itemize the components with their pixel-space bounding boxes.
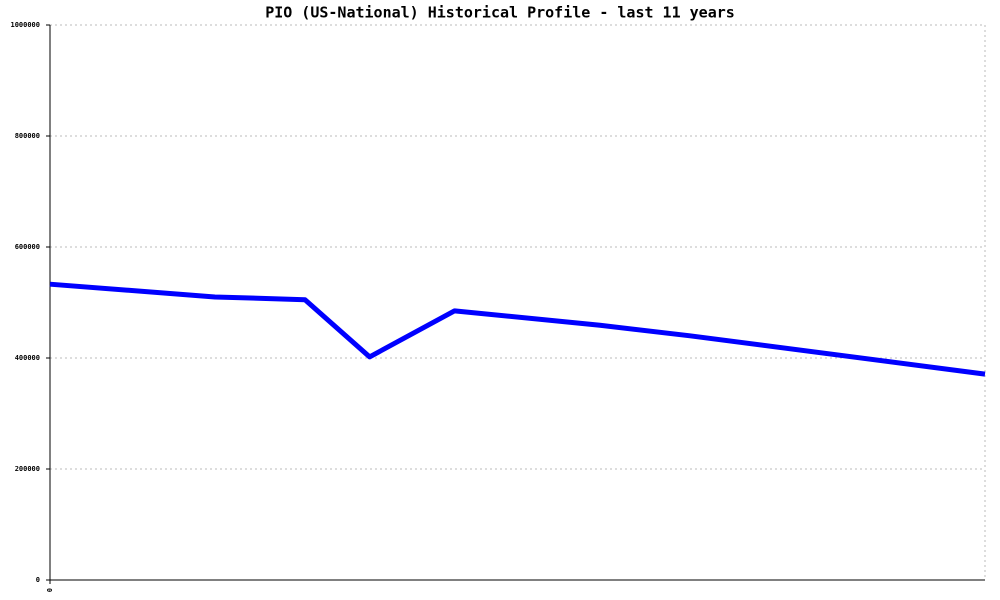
- line: [49, 281, 986, 377]
- chart-title: PIO (US-National) Historical Profile - l…: [265, 4, 735, 22]
- y-tick-label: 200000: [15, 465, 40, 473]
- y-tick-label: 1000000: [10, 21, 40, 29]
- x-tick-label: 0: [46, 588, 54, 592]
- y-tick-label: 600000: [15, 243, 40, 251]
- y-tick-label: 0: [36, 576, 40, 584]
- y-tick-label: 800000: [15, 132, 40, 140]
- y-tick-label: 400000: [15, 354, 40, 362]
